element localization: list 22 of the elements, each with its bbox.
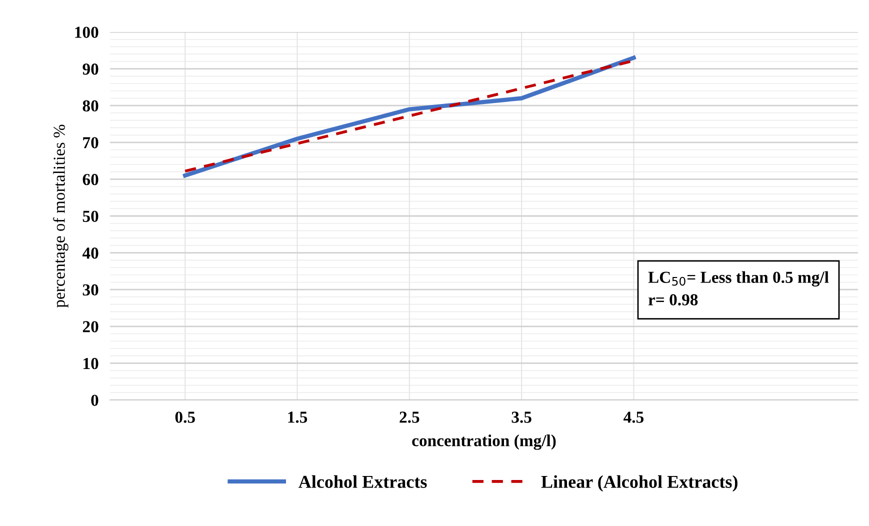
x-axis-title: concentration (mg/l)	[412, 434, 556, 450]
annotation: r= 0.98	[648, 294, 698, 306]
x-tick-label: 4.5	[624, 412, 644, 423]
y-tick-label: 50	[82, 210, 98, 222]
x-tick-label: 1.5	[288, 412, 308, 423]
y-tick-label: 0	[91, 394, 98, 406]
y-tick-label: 10	[84, 358, 98, 370]
x-tick-label: 2.5	[400, 412, 420, 423]
x-tick-label: 3.5	[512, 412, 532, 423]
y-axis-title: percentage of mortalities %	[53, 124, 68, 308]
y-tick-label: 90	[82, 64, 98, 75]
legend-label: Linear (Alcohol Extracts)	[541, 475, 738, 492]
y-tick-label: 60	[82, 174, 98, 186]
legend-label: Alcohol Extracts	[298, 475, 427, 488]
y-tick-label: 20	[82, 321, 98, 332]
y-tick-label: 40	[82, 248, 98, 259]
y-tick-label: 80	[82, 100, 98, 112]
y-tick-label: 30	[82, 284, 98, 296]
annotation: LC$_{50}$= Less than 0.5 mg/l	[648, 271, 829, 286]
y-tick-label: 100	[75, 26, 98, 38]
y-tick-label: 70	[83, 137, 98, 148]
x-tick-label: 0.5	[175, 412, 195, 423]
